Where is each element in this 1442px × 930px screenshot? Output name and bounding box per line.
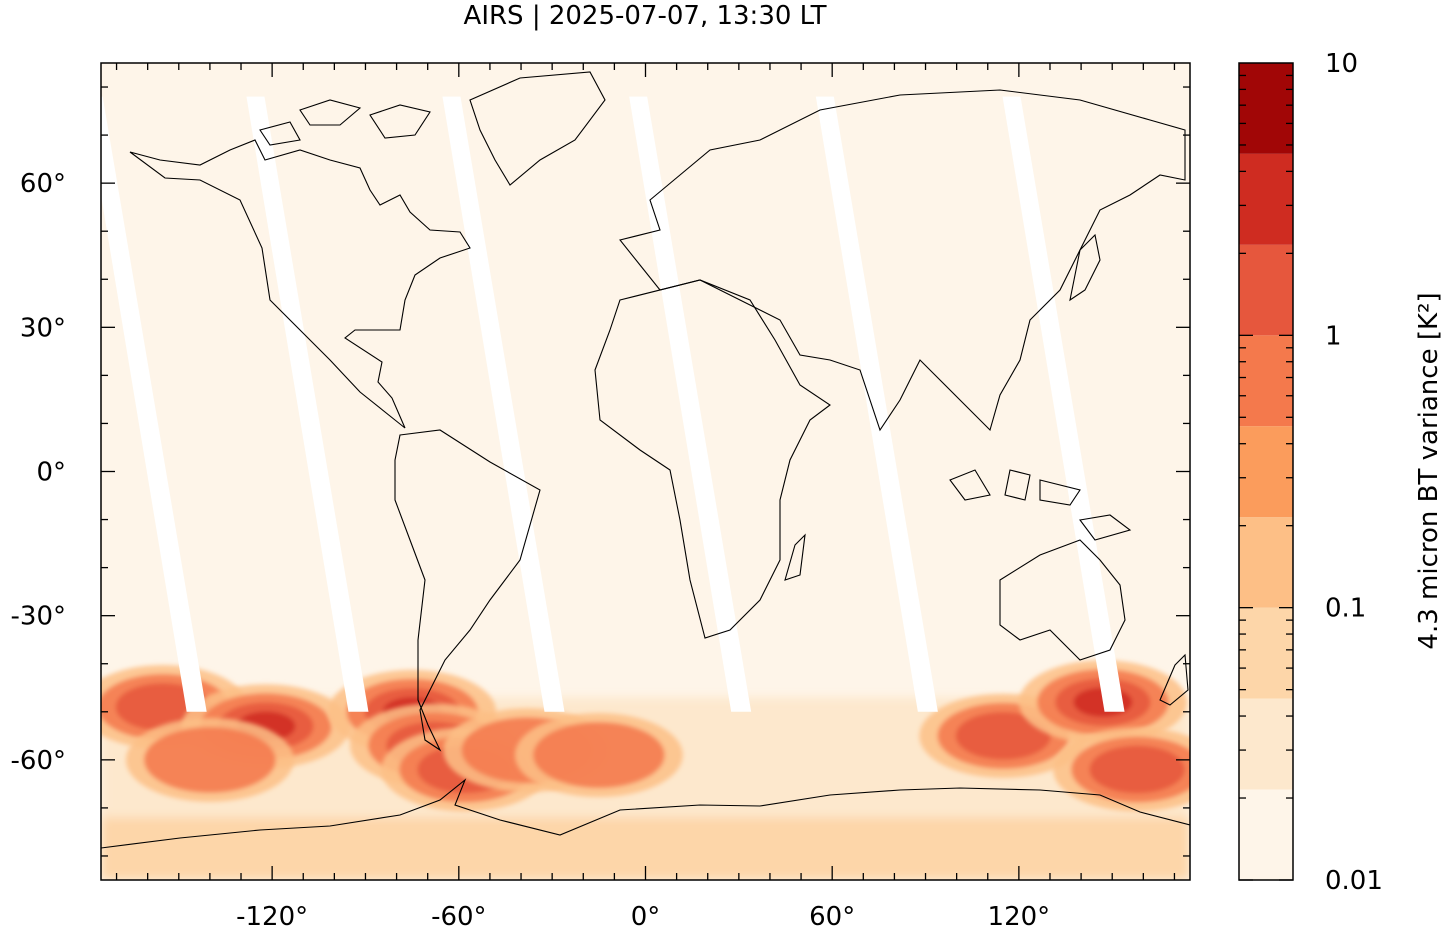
colorbar-band (1239, 63, 1293, 154)
colorbar-tick-label: 10 (1325, 49, 1358, 79)
colorbar-band (1239, 607, 1293, 699)
hotspot (1018, 660, 1187, 745)
colorbar-tick-label: 1 (1325, 321, 1342, 351)
coastline-antarctica (101, 778, 1190, 849)
y-tick-label: -30° (11, 602, 66, 632)
colorbar-tick-label: 0.01 (1325, 866, 1383, 896)
hotspot (125, 717, 294, 802)
colorbar-labels: 0.01 0.1 1 10 (1325, 49, 1383, 896)
swath-gap (246, 96, 369, 712)
coastline-new-zealand (1159, 653, 1189, 706)
colorbar-frame (1238, 62, 1294, 881)
coastline-africa (594, 279, 831, 639)
colorbar-band (1239, 153, 1293, 245)
y-tick-label: 60° (20, 169, 66, 199)
swath-gap (629, 96, 752, 712)
colorbar-band (1239, 789, 1293, 880)
y-tick-label: 30° (20, 313, 66, 343)
coastline-indonesia (949, 469, 1132, 541)
y-tick-label: -60° (11, 746, 66, 776)
coastline-japan (1069, 233, 1101, 302)
hotspot (1053, 727, 1190, 812)
coastline-arctic-islands (259, 99, 431, 146)
x-tick-label: 60° (809, 902, 855, 930)
coastline-greenland (469, 71, 606, 186)
x-tick-labels: -120° -60° 0° 60° 120° (236, 902, 1050, 930)
colorbar-bands (1239, 63, 1293, 880)
x-tick-label: -120° (236, 902, 308, 930)
y-tick-labels: 60° 30° 0° -30° -60° (11, 169, 66, 776)
colorbar-band (1239, 698, 1293, 790)
swath-gap (815, 96, 938, 712)
coastlines (101, 71, 1190, 849)
x-tick-label: -60° (431, 902, 486, 930)
swath-gap (1002, 96, 1125, 712)
variance-field (101, 660, 1190, 880)
coastline-australia (999, 539, 1126, 661)
hotspot (514, 713, 683, 798)
colorbar-band (1239, 244, 1293, 336)
y-tick-label: 0° (36, 458, 66, 488)
colorbar-band (1239, 517, 1293, 608)
swath-gaps (101, 96, 1125, 712)
x-tick-label: 120° (988, 902, 1051, 930)
colorbar-tick-label: 0.1 (1325, 594, 1366, 624)
chart-title: AIRS | 2025-07-07, 13:30 LT (464, 1, 827, 31)
axis-ticks (101, 63, 1190, 880)
x-tick-label: 0° (631, 902, 661, 930)
colorbar-band (1239, 335, 1293, 427)
colorbar-band (1239, 426, 1293, 518)
coastline-eurasia (619, 89, 1186, 432)
coastline-madagascar (784, 533, 806, 581)
swath-gap (101, 96, 207, 712)
colorbar-label: 4.3 micron BT variance [K²] (1414, 292, 1442, 649)
map-area (101, 63, 1190, 880)
colorbar: 0.01 0.1 1 10 4.3 micron BT variance [K²] (1238, 49, 1442, 896)
coastline-south-america (394, 429, 541, 752)
coastline-north-america (129, 139, 471, 429)
colorbar-ticks (1239, 74, 1293, 881)
swath-gap (442, 96, 565, 712)
